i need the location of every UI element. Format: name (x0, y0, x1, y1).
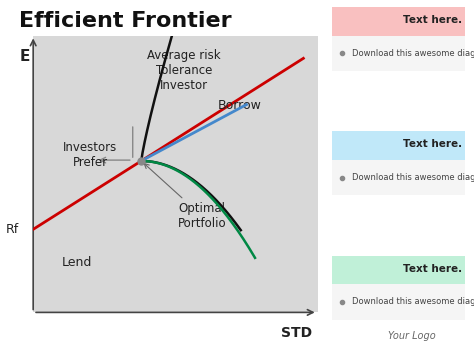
Text: Average risk
Tolerance
Investor: Average risk Tolerance Investor (147, 49, 221, 92)
Text: Efficient Frontier: Efficient Frontier (19, 11, 232, 31)
Text: Investors
Prefer: Investors Prefer (63, 141, 117, 169)
Text: Lend: Lend (62, 256, 92, 269)
Text: Download this awesome diagram.: Download this awesome diagram. (352, 49, 474, 58)
Text: Rf: Rf (6, 223, 19, 236)
Text: Download this awesome diagram.: Download this awesome diagram. (352, 297, 474, 306)
Text: Download this awesome diagram.: Download this awesome diagram. (352, 173, 474, 182)
Text: E: E (19, 49, 30, 64)
Text: Text here.: Text here. (403, 139, 462, 149)
Text: STD: STD (281, 326, 312, 340)
Text: Text here.: Text here. (403, 15, 462, 25)
Text: Borrow: Borrow (218, 98, 262, 111)
Text: Your Logo: Your Logo (388, 331, 436, 341)
Text: Text here.: Text here. (403, 263, 462, 274)
Text: Optimal
Portfolio: Optimal Portfolio (144, 164, 227, 230)
